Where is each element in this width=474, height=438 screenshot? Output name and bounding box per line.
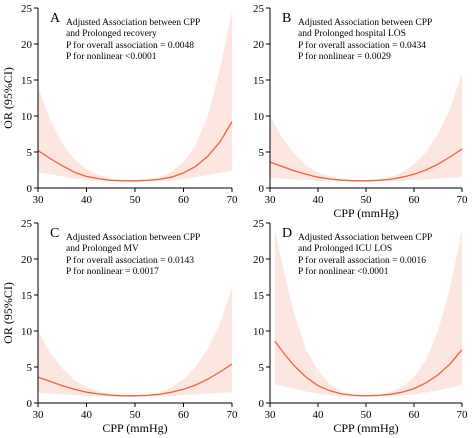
ci-band — [38, 11, 232, 182]
y-axis-title: OR (95%CI) — [1, 282, 15, 344]
panel-title-line: and Prolonged ICU LOS — [298, 244, 392, 254]
y-tick-label: 0 — [259, 183, 265, 195]
y-tick-label: 10 — [253, 111, 265, 123]
y-tick-label: 20 — [253, 254, 265, 266]
x-tick-label: 70 — [227, 409, 239, 421]
panel-title-line: and Prolonged hospital LOS — [298, 29, 406, 39]
x-tick-label: 70 — [457, 409, 469, 421]
y-tick-label: 15 — [253, 75, 265, 87]
panel-title-line: and Prolonged MV — [66, 244, 139, 254]
y-tick-label: 25 — [21, 218, 33, 230]
y-tick-label: 20 — [21, 39, 33, 51]
y-tick-label: 25 — [253, 218, 265, 230]
y-tick-label: 25 — [253, 3, 265, 15]
p-value-annotation: P for nonlinear = 0.0017 — [66, 266, 159, 277]
panel-b: 0 5 10 15 20 25 30 40 50 60 70 B Adjusted Associatio… — [253, 3, 468, 220]
or-curve — [37, 363, 233, 397]
p-value-annotation: P for nonlinear = 0.0029 — [298, 51, 391, 62]
y-tick-label: 5 — [259, 147, 265, 159]
x-tick-label: 40 — [81, 409, 93, 421]
y-tick-label: 5 — [27, 147, 33, 159]
panel-c: 0 5 10 15 20 25 30 40 50 60 70 C Adjusted Associatio… — [1, 218, 238, 435]
x-axis-title: CPP (mmHg) — [333, 421, 398, 435]
x-tick-label: 40 — [313, 194, 325, 206]
ci-band — [274, 230, 462, 397]
x-tick-label: 60 — [409, 194, 421, 206]
x-tick-label: 40 — [81, 194, 93, 206]
x-tick-label: 30 — [33, 409, 45, 421]
y-tick-label: 10 — [253, 326, 265, 338]
p-value-annotation: P for nonlinear <0.0001 — [298, 266, 389, 277]
panel-title-line: Adjusted Association between CPP — [298, 18, 432, 28]
or-curve — [274, 340, 463, 397]
or-curve — [37, 121, 233, 182]
ci-band — [270, 72, 462, 182]
x-tick-label: 60 — [409, 409, 421, 421]
panel-title-line: Adjusted Association between CPP — [298, 233, 432, 243]
x-axis-title: CPP (mmHg) — [333, 206, 398, 220]
x-tick-label: 30 — [33, 194, 45, 206]
x-tick-label: 40 — [313, 409, 325, 421]
x-tick-label: 30 — [265, 409, 277, 421]
y-axis-title: OR (95%CI) — [1, 67, 15, 129]
y-tick-label: 5 — [259, 362, 265, 374]
y-tick-label: 0 — [259, 398, 265, 410]
or-curve — [269, 148, 463, 182]
panel-title-line: Adjusted Association between CPP — [66, 18, 200, 28]
y-tick-label: 15 — [253, 290, 265, 302]
x-tick-label: 50 — [130, 409, 142, 421]
x-tick-label: 70 — [457, 194, 469, 206]
panel-title-line: Adjusted Association between CPP — [66, 233, 200, 243]
p-value-annotation: P for overall association = 0.0048 — [66, 40, 194, 51]
x-tick-label: 70 — [227, 194, 239, 206]
panel-a: 0 5 10 15 20 25 30 40 50 60 70 A Adjusted Associatio… — [1, 3, 238, 206]
x-tick-label: 30 — [265, 194, 277, 206]
y-tick-label: 10 — [21, 326, 33, 338]
panel-letter: B — [282, 11, 291, 26]
p-value-annotation: P for overall association = 0.0434 — [298, 40, 426, 51]
y-tick-label: 15 — [21, 75, 33, 87]
y-tick-label: 20 — [253, 39, 265, 51]
p-value-annotation: P for nonlinear <0.0001 — [66, 51, 157, 62]
panel-letter: C — [50, 226, 59, 241]
p-value-annotation: P for overall association = 0.0016 — [298, 255, 426, 266]
x-tick-label: 50 — [361, 409, 373, 421]
panel-letter: D — [282, 226, 292, 241]
panel-d: 0 5 10 15 20 25 30 40 50 60 70 D Adjusted Associatio… — [253, 218, 468, 435]
panel-title-line: and Prolonged recovery — [66, 29, 157, 39]
y-tick-label: 25 — [21, 3, 33, 15]
y-tick-label: 10 — [21, 111, 33, 123]
x-tick-label: 50 — [130, 194, 142, 206]
y-tick-label: 15 — [21, 290, 33, 302]
y-tick-label: 20 — [21, 254, 33, 266]
p-value-annotation: P for overall association = 0.0143 — [66, 255, 194, 266]
y-tick-label: 0 — [27, 183, 33, 195]
panel-letter: A — [50, 11, 61, 26]
x-tick-label: 60 — [178, 409, 190, 421]
y-tick-label: 0 — [27, 398, 33, 410]
x-axis-title: CPP (mmHg) — [102, 421, 167, 435]
x-tick-label: 60 — [178, 194, 190, 206]
x-tick-label: 50 — [361, 194, 373, 206]
ci-band — [38, 287, 232, 397]
y-tick-label: 5 — [27, 362, 33, 374]
